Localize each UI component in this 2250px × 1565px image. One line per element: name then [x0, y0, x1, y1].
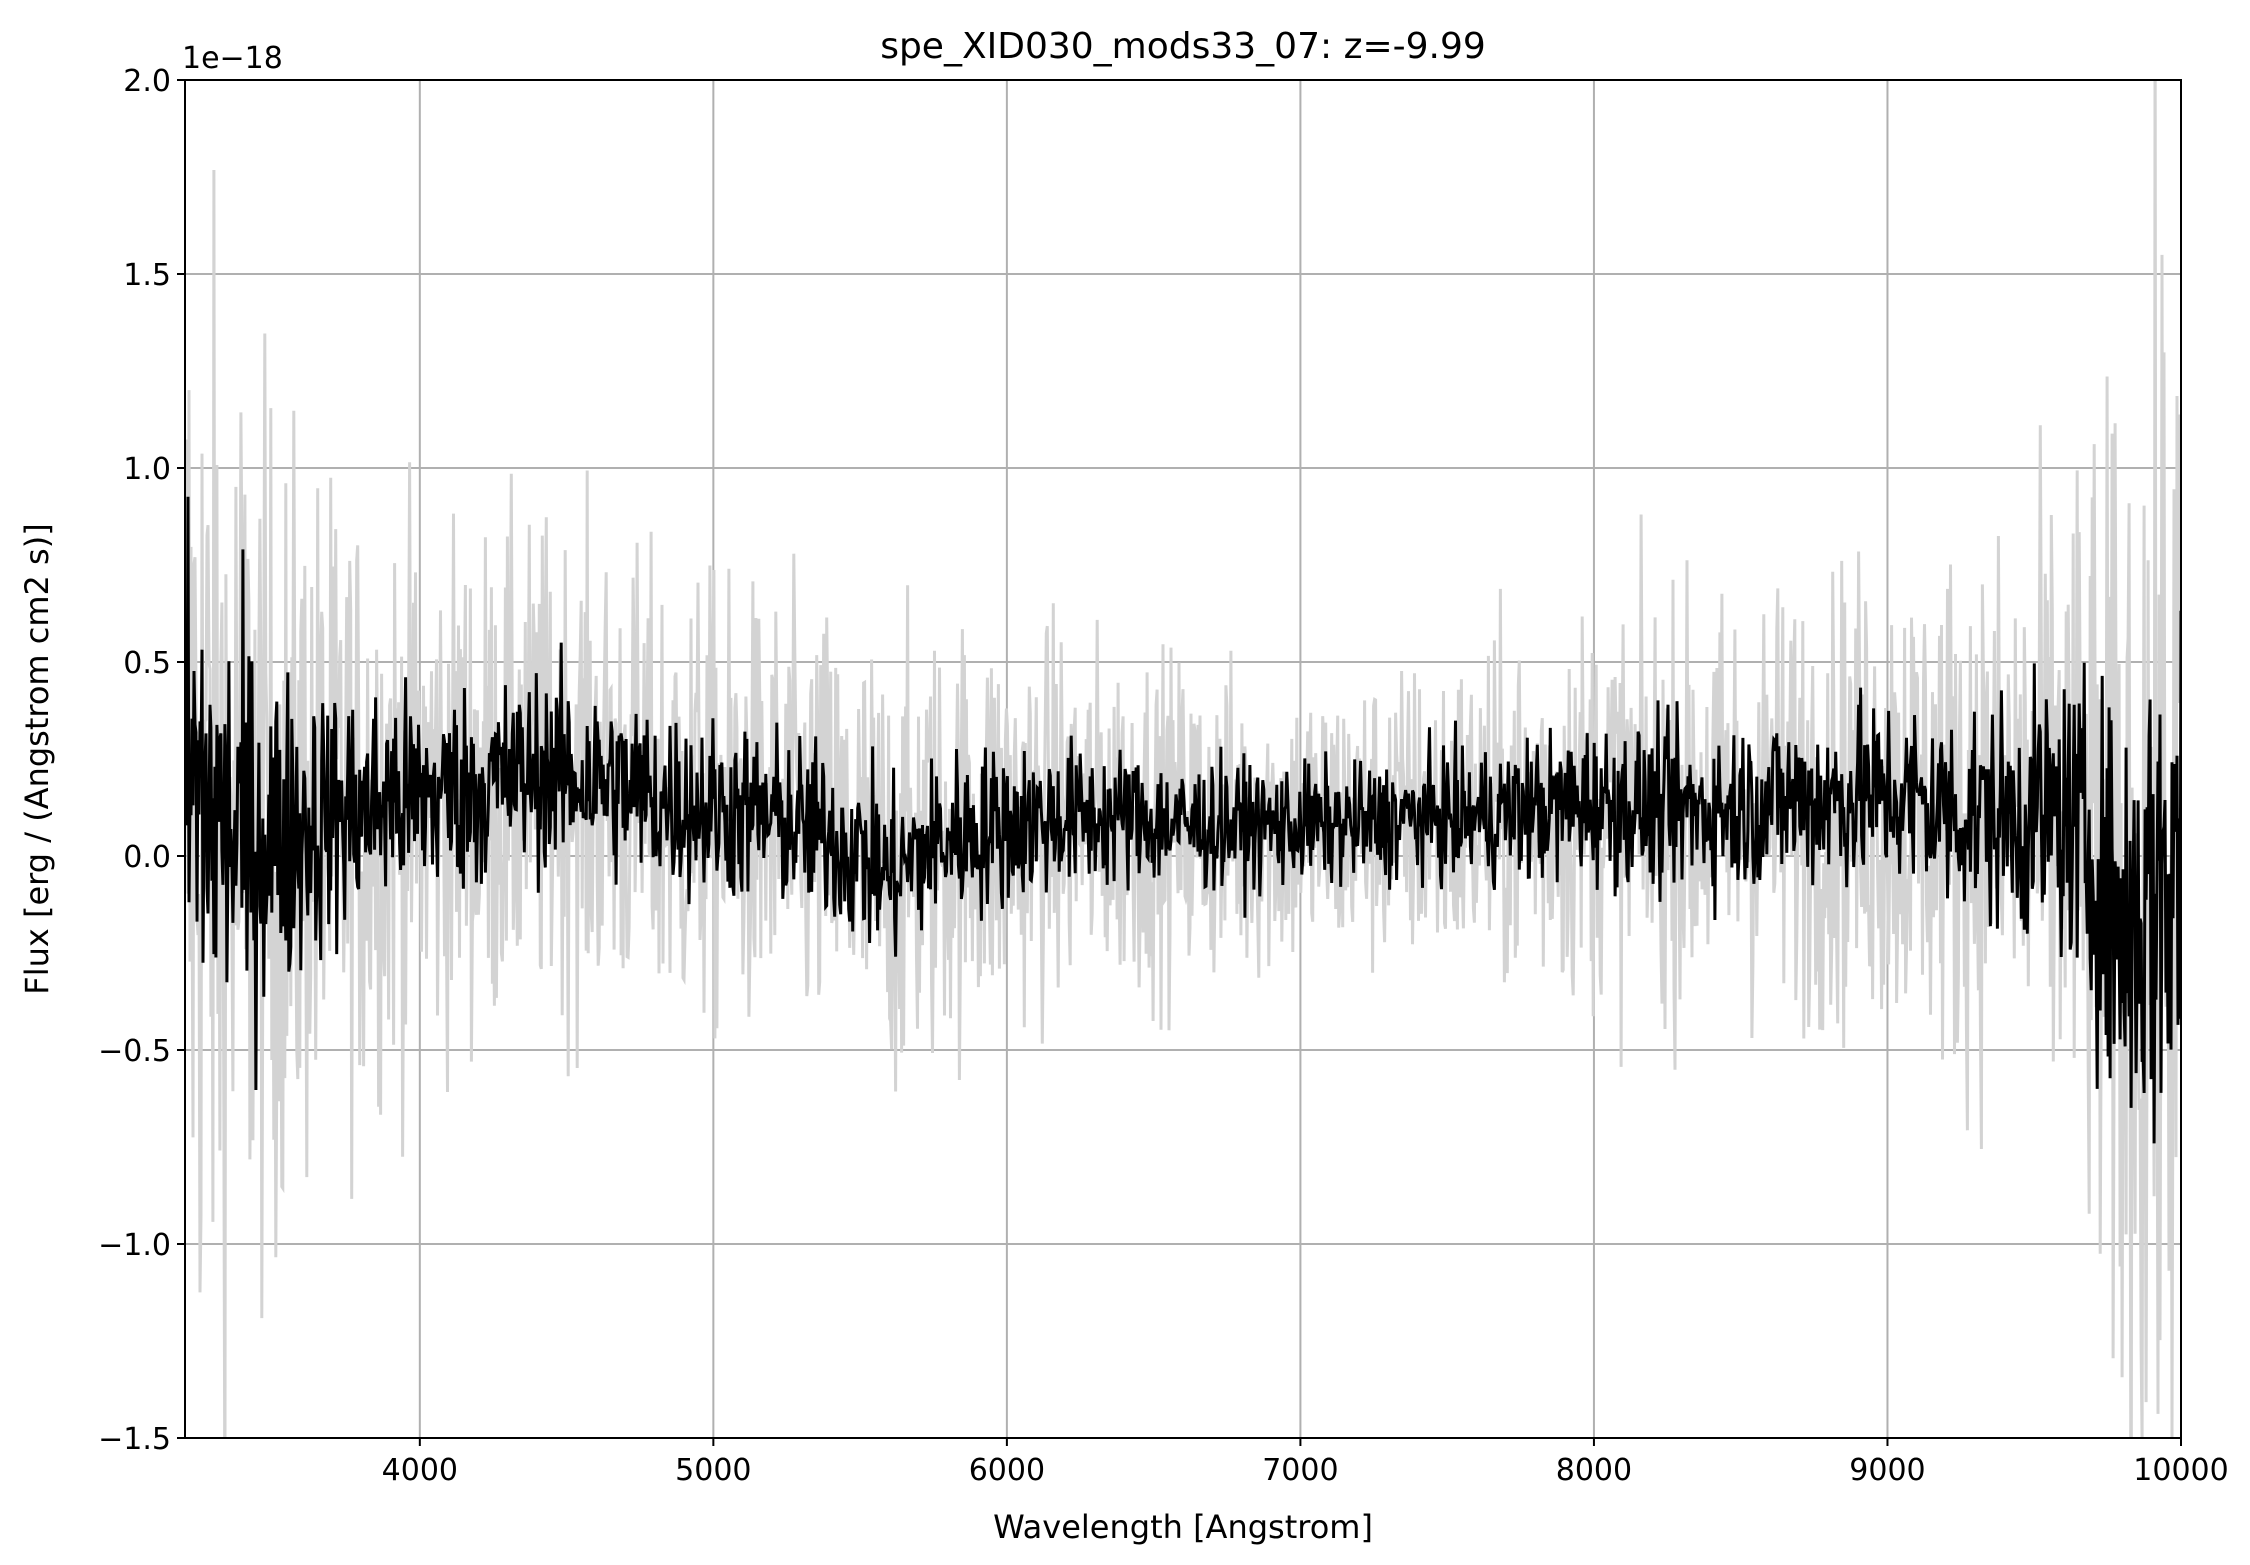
x-axis-label: Wavelength [Angstrom]	[993, 1508, 1373, 1546]
y-axis-ticks: −1.5 −1.0 −0.5 0.0 0.5 1.0 1.5 2.0	[98, 64, 185, 1457]
y-axis-label: Flux [erg / (Angstrom cm2 s)]	[18, 523, 56, 994]
y-tick-label: 0.0	[123, 840, 171, 875]
x-axis-ticks: 4000 5000 6000 7000 8000 9000 10000	[382, 1438, 2229, 1488]
x-tick-label: 9000	[1849, 1453, 1925, 1488]
y-tick-label: 0.5	[123, 646, 171, 681]
y-axis-offset-label: 1e−18	[182, 41, 283, 76]
y-tick-label: −0.5	[98, 1034, 171, 1069]
y-tick-label: 1.5	[123, 258, 171, 293]
y-tick-label: 1.0	[123, 452, 171, 487]
x-tick-label: 6000	[969, 1453, 1045, 1488]
x-tick-label: 4000	[382, 1453, 458, 1488]
x-tick-label: 7000	[1262, 1453, 1338, 1488]
axes-frame	[184, 79, 2182, 1439]
x-tick-label: 8000	[1556, 1453, 1632, 1488]
plot-area	[185, 80, 2181, 1438]
flux-series-line	[185, 496, 2181, 1144]
y-tick-label: 2.0	[123, 64, 171, 99]
y-tick-label: −1.0	[98, 1228, 171, 1263]
y-tick-label: −1.5	[98, 1422, 171, 1457]
chart-title: spe_XID030_mods33_07: z=-9.99	[880, 26, 1486, 67]
x-tick-label: 5000	[675, 1453, 751, 1488]
x-tick-label: 10000	[2133, 1453, 2228, 1488]
